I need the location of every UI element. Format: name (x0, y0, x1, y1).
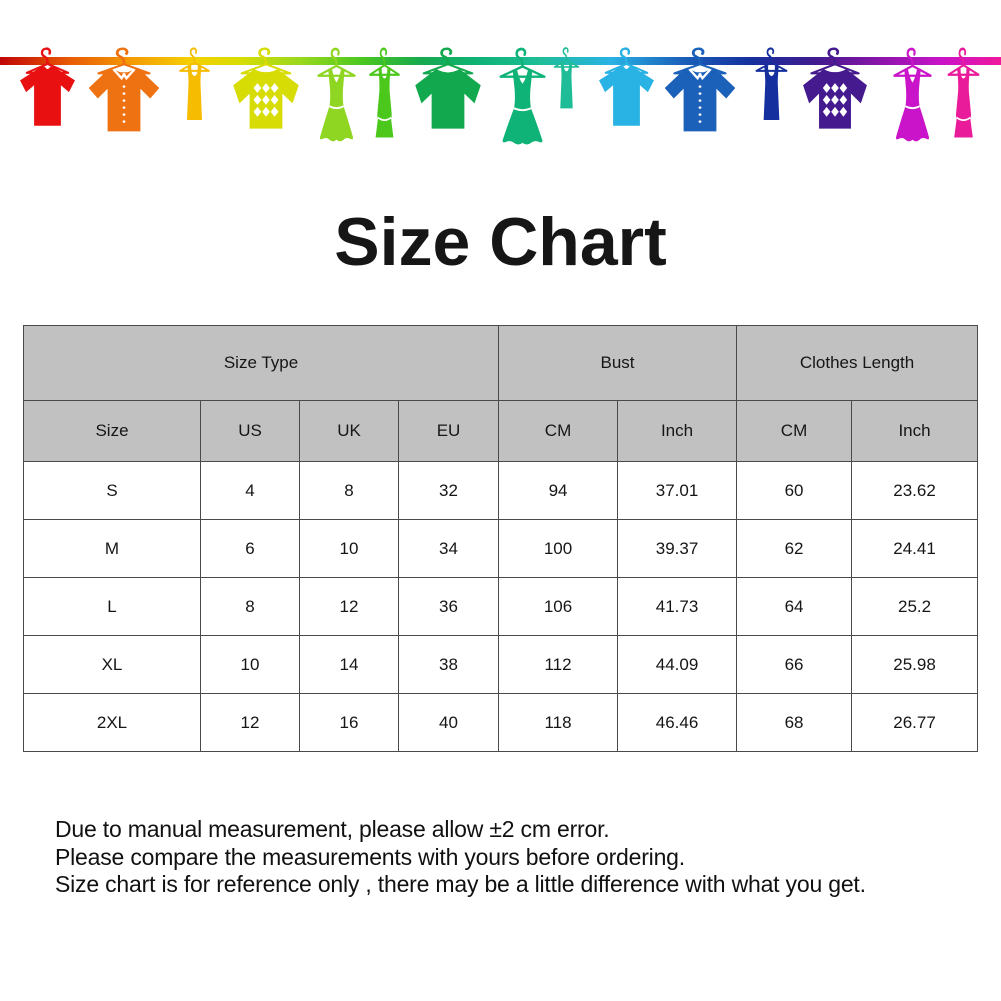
table-cell: 44.09 (617, 635, 738, 694)
table-cell: 106 (498, 577, 619, 636)
table-cell: 112 (498, 635, 619, 694)
table-row: S 4 8 32 94 37.01 60 23.62 (23, 461, 979, 520)
tankdress-green-icon (361, 46, 408, 164)
note-line: Size chart is for reference only , there… (55, 871, 866, 897)
table-cell: 64 (736, 577, 853, 636)
table-cell: 66 (736, 635, 853, 694)
table-cell: 12 (299, 577, 399, 636)
table-cell: 25.98 (851, 635, 979, 694)
table-cell: 62 (736, 519, 853, 578)
shirt-blue-icon (659, 46, 741, 158)
table-cell: 32 (397, 461, 500, 520)
table-cell: 10 (299, 519, 399, 578)
table-cell: 12 (200, 693, 300, 752)
group-header-cell: Bust (498, 325, 738, 401)
column-header-cell: CM (498, 400, 619, 462)
argyle-sweater-yellow-icon (227, 46, 305, 158)
table-cell: 37.01 (617, 461, 738, 520)
table-cell: 41.73 (617, 577, 738, 636)
measurement-notes: Due to manual measurement, please allow … (55, 816, 985, 899)
table-cell: 2XL (23, 693, 201, 752)
page-title: Size Chart (334, 204, 667, 280)
group-header-cell: Size Type (22, 325, 500, 401)
table-row: M 6 10 34 100 39.37 62 24.41 (23, 519, 979, 578)
tanktop-navy-icon (747, 46, 796, 148)
note-line: Please compare the measurements with you… (55, 843, 685, 870)
table-cell: 68 (736, 693, 853, 752)
column-header-cell: Inch (851, 400, 979, 462)
table-cell: 36 (397, 577, 500, 636)
rainbow-clothesline (0, 57, 1001, 65)
column-header-cell: UK (299, 400, 399, 462)
table-cell: XL (23, 635, 201, 694)
sweater-green-icon (409, 46, 487, 158)
shirt-orange-icon (83, 46, 165, 158)
table-cell: 8 (299, 461, 399, 520)
dress-yellowgreen-icon (307, 46, 366, 168)
table-row: L 8 12 36 106 41.73 64 25.2 (23, 577, 979, 636)
table-row: 2XL 12 16 40 118 46.46 68 26.77 (23, 693, 979, 752)
table-cell: 4 (200, 461, 300, 520)
table-cell: 24.41 (851, 519, 979, 578)
table-cell: 60 (736, 461, 853, 520)
table-cell: 100 (498, 519, 619, 578)
table-cell: 16 (299, 693, 399, 752)
table-cell: 10 (200, 635, 300, 694)
size-table-wrap: Size Type Bust Clothes Length Size US UK EU CM I… (22, 325, 979, 752)
table-cell: 25.2 (851, 577, 979, 636)
column-header-cell: Inch (617, 400, 738, 462)
table-cell: 118 (498, 693, 619, 752)
dress-magenta-icon (883, 46, 942, 168)
tankdress-pink-icon (939, 46, 988, 164)
table-cell: 94 (498, 461, 619, 520)
column-header-cell: CM (736, 400, 853, 462)
table-column-header-row: Size US UK EU CM Inch CM Inch (23, 400, 979, 462)
table-group-header-row: Size Type Bust Clothes Length (22, 325, 979, 401)
argyle-sweater-purple-icon (797, 46, 873, 158)
table-cell: 26.77 (851, 693, 979, 752)
table-cell: L (23, 577, 201, 636)
tanktop-amber-icon (171, 46, 218, 148)
table-cell: 6 (200, 519, 300, 578)
table-row: XL 10 14 38 112 44.09 66 25.98 (23, 635, 979, 694)
table-cell: S (23, 461, 201, 520)
column-header-cell: Size (23, 400, 201, 462)
column-header-cell: EU (397, 400, 500, 462)
table-cell: 46.46 (617, 693, 738, 752)
tshirt-red-icon (14, 46, 81, 156)
size-table: Size Type Bust Clothes Length Size US UK EU CM I… (22, 325, 979, 752)
table-cell: M (23, 519, 201, 578)
tshirt-cyan-icon (593, 46, 660, 156)
table-cell: 40 (397, 693, 500, 752)
table-cell: 23.62 (851, 461, 979, 520)
table-cell: 14 (299, 635, 399, 694)
table-cell: 8 (200, 577, 300, 636)
note-line: Due to manual measurement, please allow … (55, 816, 610, 842)
tanktop-teal-small-icon (547, 46, 586, 132)
table-cell: 38 (397, 635, 500, 694)
column-header-cell: US (200, 400, 300, 462)
table-cell: 39.37 (617, 519, 738, 578)
table-cell: 34 (397, 519, 500, 578)
group-header-cell: Clothes Length (736, 325, 979, 401)
